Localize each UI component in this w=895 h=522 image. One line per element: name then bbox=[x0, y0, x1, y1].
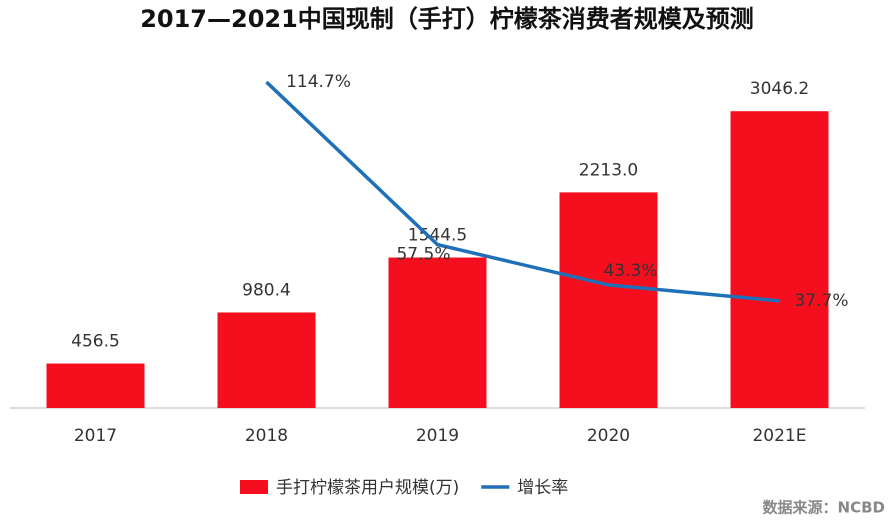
bar bbox=[388, 257, 487, 408]
value-label: 3046.2 bbox=[750, 79, 809, 99]
legend-swatch bbox=[240, 480, 268, 494]
line bbox=[265, 80, 780, 303]
x-tick-label: 2021E bbox=[752, 426, 806, 446]
x-tick-label: 2017 bbox=[74, 426, 117, 446]
x-tick-label: 2018 bbox=[245, 426, 288, 446]
x-tick-label: 2019 bbox=[416, 426, 459, 446]
value-label: 980.4 bbox=[242, 280, 291, 300]
bar bbox=[559, 192, 658, 408]
chart-title: 2017—2021中国现制（手打）柠檬茶消费者规模及预测 bbox=[140, 5, 754, 33]
legend-label: 手打柠檬茶用户规模(万) bbox=[276, 478, 459, 498]
bar bbox=[217, 312, 316, 408]
bar bbox=[730, 111, 829, 409]
source: 数据来源：NCBD bbox=[763, 499, 885, 517]
line-label: 43.3% bbox=[603, 261, 657, 281]
line-label: 37.7% bbox=[794, 291, 848, 311]
x-tick-label: 2020 bbox=[587, 426, 630, 446]
value-label: 2213.0 bbox=[579, 160, 638, 180]
legend-label: 增长率 bbox=[517, 478, 568, 498]
value-label: 456.5 bbox=[71, 332, 120, 352]
line-label: 57.5% bbox=[396, 245, 450, 265]
line-label: 114.7% bbox=[286, 72, 351, 92]
bar bbox=[46, 363, 145, 408]
